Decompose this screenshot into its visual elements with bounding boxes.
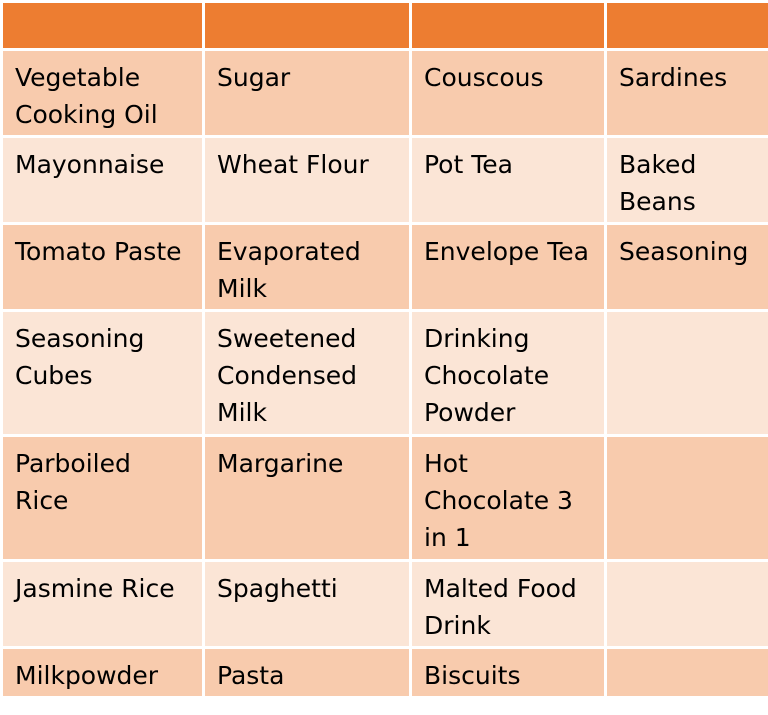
table-cell: Seasoning Cubes [0, 309, 205, 437]
table-cell [604, 646, 768, 699]
table-cell: Vegetable Cooking Oil [0, 48, 205, 138]
table-row: Seasoning Cubes Sweetened Condensed Milk… [0, 309, 768, 437]
table-cell [604, 559, 768, 649]
table-cell: Evaporated Milk [202, 222, 412, 312]
header-cell [0, 0, 205, 51]
table-row: Mayonnaise Wheat Flour Pot Tea Baked Bea… [0, 135, 768, 225]
table-row: Tomato Paste Evaporated Milk Envelope Te… [0, 222, 768, 312]
table-row: Jasmine Rice Spaghetti Malted Food Drink [0, 559, 768, 649]
header-cell [202, 0, 412, 51]
table-cell: Pasta [202, 646, 412, 699]
table-cell: Margarine [202, 434, 412, 562]
table-cell: Milkpowder [0, 646, 205, 699]
table-row: Milkpowder Pasta Biscuits [0, 646, 768, 699]
table-cell: Tomato Paste [0, 222, 205, 312]
table-cell: Seasoning [604, 222, 768, 312]
table-cell: Parboiled Rice [0, 434, 205, 562]
table-cell: Couscous [409, 48, 607, 138]
table-cell: Envelope Tea [409, 222, 607, 312]
table-row: Vegetable Cooking Oil Sugar Couscous Sar… [0, 48, 768, 138]
table-cell: Sweetened Condensed Milk [202, 309, 412, 437]
table-cell: Hot Chocolate 3 in 1 [409, 434, 607, 562]
table-cell: Biscuits [409, 646, 607, 699]
table-cell: Drinking Chocolate Powder [409, 309, 607, 437]
table-cell: Mayonnaise [0, 135, 205, 225]
table-cell: Sardines [604, 48, 768, 138]
header-cell [604, 0, 768, 51]
table-cell: Jasmine Rice [0, 559, 205, 649]
header-cell [409, 0, 607, 51]
header-row [0, 0, 768, 51]
table-cell: Spaghetti [202, 559, 412, 649]
table-cell: Sugar [202, 48, 412, 138]
table-cell [604, 434, 768, 562]
table-cell: Wheat Flour [202, 135, 412, 225]
table-cell [604, 309, 768, 437]
table-cell: Pot Tea [409, 135, 607, 225]
table-row: Parboiled Rice Margarine Hot Chocolate 3… [0, 434, 768, 562]
product-table: Vegetable Cooking Oil Sugar Couscous Sar… [0, 0, 768, 699]
table-cell: Baked Beans [604, 135, 768, 225]
table-cell: Malted Food Drink [409, 559, 607, 649]
